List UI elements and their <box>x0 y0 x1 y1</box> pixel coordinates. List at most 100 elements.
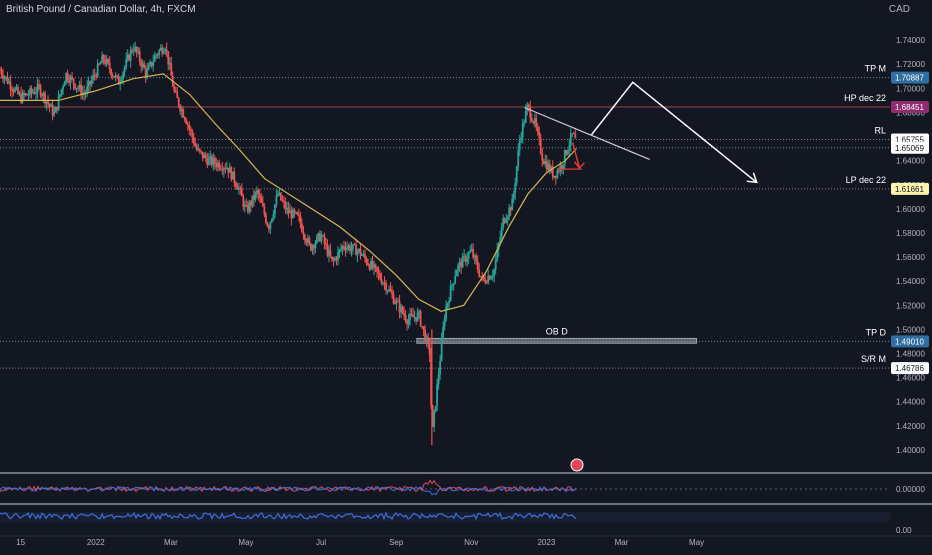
price-scale-ticks: 1.740001.720001.700001.680001.660001.640… <box>896 36 925 455</box>
candle-body <box>50 104 52 107</box>
candle-body <box>143 63 146 68</box>
y-tick-label: 1.60000 <box>896 205 925 214</box>
candle-body <box>107 59 110 63</box>
candle-body <box>329 250 332 257</box>
candle-body <box>260 197 263 203</box>
candle-body <box>206 158 209 165</box>
candle-body <box>162 51 165 54</box>
order-block-box: OB D <box>416 326 698 344</box>
price-level-badge <box>891 335 929 348</box>
candle-body <box>311 245 314 251</box>
y-tick-label: 1.70000 <box>896 84 925 93</box>
time-axis: 15 2022 Mar May Jul Sep Nov 2023 Mar May <box>0 535 932 547</box>
candle-body <box>430 354 433 405</box>
candle-body <box>141 63 144 67</box>
candle-body <box>167 51 170 65</box>
candle-body <box>99 62 102 65</box>
x-tick-label: May <box>689 538 704 547</box>
candle-body <box>454 276 457 284</box>
candle-body <box>356 250 359 256</box>
candle-body <box>12 90 15 92</box>
candle-body <box>362 254 365 256</box>
candle-body <box>276 194 279 196</box>
candle-body <box>248 202 251 212</box>
candle-body <box>502 218 505 227</box>
candle-body <box>149 61 152 66</box>
candle-body <box>334 258 336 261</box>
price-level-label: HP dec 22 <box>844 93 886 103</box>
candle-body <box>129 50 132 61</box>
candle-body <box>33 92 36 94</box>
candle-body <box>545 160 548 170</box>
candle-body <box>0 70 3 76</box>
candle-body <box>0 70 1 72</box>
candle-body <box>383 282 386 284</box>
candle-body <box>108 62 111 70</box>
candle-body <box>547 163 550 170</box>
candle-body <box>346 247 348 251</box>
candle-body <box>3 77 6 79</box>
candle-body <box>279 192 282 200</box>
y-tick-label: 1.72000 <box>896 60 925 69</box>
candle-body <box>165 49 168 52</box>
candle-body <box>20 93 22 103</box>
candle-body <box>499 237 502 244</box>
candle-body <box>493 269 496 276</box>
candle-body <box>96 63 99 77</box>
candle-body <box>111 75 114 77</box>
candle-body <box>39 85 42 96</box>
candle-body <box>289 210 291 214</box>
candle-body <box>282 201 285 203</box>
candle-body <box>442 326 445 340</box>
candle-body <box>301 223 303 232</box>
price-level-value: 1.46786 <box>895 364 924 373</box>
candle-body <box>179 105 182 112</box>
candle-body <box>505 219 508 223</box>
candle-body <box>230 167 233 180</box>
candle-body <box>548 163 551 172</box>
candle-body <box>198 148 201 151</box>
candle-body <box>313 245 315 249</box>
x-tick-label: Nov <box>464 538 478 547</box>
candle-body <box>273 204 276 215</box>
candle-body <box>439 360 442 375</box>
candle-body <box>323 235 326 244</box>
price-level-value: 1.70887 <box>895 74 924 83</box>
candle-body <box>469 250 472 253</box>
candle-body <box>197 148 200 150</box>
osc-main-line <box>0 486 577 496</box>
candle-body <box>508 207 511 217</box>
candle-body <box>200 150 203 152</box>
candle-body <box>389 288 392 292</box>
candle-body <box>433 411 436 427</box>
candle-body <box>173 86 176 91</box>
candle-body <box>406 320 408 325</box>
candle-body <box>86 86 89 94</box>
candle-body <box>195 146 198 150</box>
candle-body <box>126 54 129 60</box>
candle-body <box>299 215 302 224</box>
candle-body <box>228 167 231 173</box>
candle-body <box>484 279 487 283</box>
candle-body <box>314 242 317 249</box>
candle-body <box>2 75 4 79</box>
candle-body <box>557 170 560 172</box>
candle-body <box>120 79 123 82</box>
x-tick-label: 2023 <box>537 538 555 547</box>
candle-body <box>563 150 566 165</box>
candle-body <box>463 255 466 257</box>
candle-body <box>191 130 194 138</box>
candle-body <box>254 192 257 200</box>
candle-body <box>15 87 18 89</box>
candle-body <box>168 63 171 65</box>
candle-body <box>485 282 488 284</box>
candle-body <box>466 258 469 262</box>
candle-body <box>358 248 360 251</box>
y-tick-label: 1.54000 <box>896 277 925 286</box>
candle-body <box>436 384 439 407</box>
candle-body <box>464 255 467 262</box>
x-tick-label: May <box>238 538 253 547</box>
candle-body <box>415 317 417 321</box>
